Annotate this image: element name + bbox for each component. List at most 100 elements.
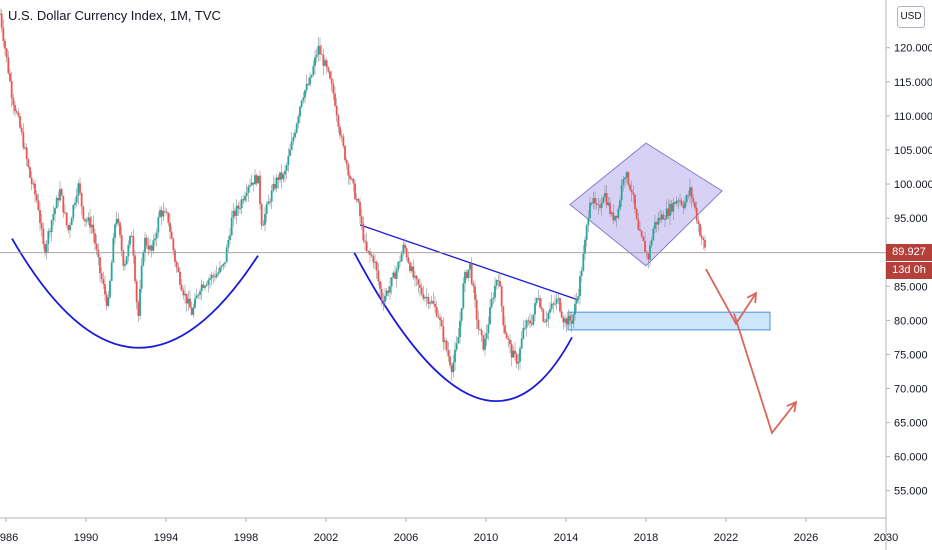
candle-up bbox=[204, 285, 206, 288]
candle-down bbox=[357, 199, 360, 202]
candle-up bbox=[575, 299, 578, 304]
candle-down bbox=[167, 212, 170, 223]
candle-up bbox=[245, 192, 248, 197]
candle-down bbox=[629, 184, 631, 190]
candle-down bbox=[635, 209, 638, 220]
candle-up bbox=[557, 298, 560, 300]
candle-down bbox=[0, 13, 1, 15]
candle-up bbox=[125, 256, 128, 265]
candle-up bbox=[77, 183, 80, 196]
candle-down bbox=[482, 334, 485, 350]
candle-up bbox=[114, 224, 116, 239]
candle-down bbox=[380, 288, 383, 301]
currency-button[interactable]: USD bbox=[897, 6, 925, 28]
candle-down bbox=[97, 249, 100, 258]
candle-down bbox=[350, 178, 353, 180]
forecast-arrow bbox=[733, 313, 797, 435]
candle-up bbox=[469, 263, 471, 270]
candle-up bbox=[197, 294, 200, 296]
candle-up bbox=[270, 190, 273, 202]
candle-down bbox=[137, 302, 140, 316]
candle-down bbox=[527, 320, 530, 322]
candle-up bbox=[549, 309, 551, 313]
candle-down bbox=[165, 211, 168, 213]
candle-down bbox=[135, 281, 138, 303]
candle-down bbox=[442, 326, 445, 343]
candle-down bbox=[507, 338, 510, 340]
candle-down bbox=[419, 284, 421, 288]
price-axis[interactable]: 55.000 60.000 65.000 70.000 75.000 80.000 85.0… bbox=[885, 0, 932, 550]
x-tick-label: 2002 bbox=[314, 532, 338, 544]
candle-up bbox=[295, 123, 298, 133]
candle-down bbox=[644, 240, 646, 252]
candle-down bbox=[590, 202, 593, 204]
candle-up bbox=[317, 45, 320, 55]
candle-up bbox=[574, 303, 576, 315]
candle-up bbox=[235, 205, 238, 216]
candle-up bbox=[300, 100, 303, 107]
candle-up bbox=[210, 275, 213, 279]
y-tick-label: 80.000 bbox=[894, 315, 928, 327]
candle-up bbox=[535, 298, 538, 304]
candle-down bbox=[234, 210, 236, 216]
candle-up bbox=[107, 297, 110, 306]
candle-up bbox=[402, 244, 405, 254]
candle-down bbox=[94, 233, 96, 244]
candle-down bbox=[345, 160, 348, 165]
candle-down bbox=[40, 222, 43, 229]
candle-down bbox=[594, 198, 596, 204]
candle-down bbox=[404, 244, 406, 249]
rounding-bottom-arc bbox=[353, 251, 573, 403]
candle-down bbox=[214, 276, 216, 278]
candle-down bbox=[64, 212, 66, 214]
candle-up bbox=[397, 261, 400, 270]
candle-down bbox=[529, 320, 531, 324]
candle-up bbox=[229, 235, 231, 241]
candle-down bbox=[544, 321, 546, 323]
candle-down bbox=[327, 67, 330, 72]
candle-down bbox=[347, 164, 350, 176]
y-tick-label: 75.000 bbox=[894, 349, 928, 361]
candle-down bbox=[329, 71, 331, 79]
x-tick-label: 2022 bbox=[714, 532, 738, 544]
candle-down bbox=[447, 350, 450, 357]
candle-down bbox=[15, 111, 18, 113]
candle-up bbox=[489, 307, 491, 325]
candle-up bbox=[115, 218, 118, 225]
candle-up bbox=[582, 253, 585, 271]
candle-up bbox=[684, 202, 686, 208]
candle-down bbox=[570, 320, 573, 324]
x-tick-label: 2014 bbox=[554, 532, 578, 544]
candle-up bbox=[227, 240, 230, 248]
x-tick-label: 1994 bbox=[154, 532, 178, 544]
candle-down bbox=[57, 197, 60, 201]
candle-down bbox=[12, 98, 15, 106]
candle-down bbox=[14, 105, 16, 112]
candle-down bbox=[362, 223, 365, 241]
candle-up bbox=[50, 220, 53, 233]
candle-down bbox=[335, 105, 338, 116]
candle-up bbox=[374, 261, 376, 263]
candle-up bbox=[232, 210, 235, 218]
candle-down bbox=[130, 235, 133, 237]
candle-up bbox=[139, 288, 141, 316]
candle-down bbox=[307, 83, 310, 85]
candle-down bbox=[680, 200, 683, 205]
y-tick-label: 70.000 bbox=[894, 384, 928, 396]
candle-up bbox=[285, 165, 288, 171]
candle-up bbox=[424, 297, 426, 299]
candle-down bbox=[212, 275, 215, 277]
candle-down bbox=[39, 209, 41, 223]
candle-down bbox=[120, 234, 123, 251]
x-tick-label: 2006 bbox=[394, 532, 418, 544]
time-axis[interactable]: 1986 1990 1994 1998 2002 2006 2010 2014 2018 2022… bbox=[0, 517, 898, 544]
candle-down bbox=[259, 175, 261, 205]
candle-down bbox=[174, 250, 176, 262]
candle-up bbox=[567, 315, 570, 325]
candle-down bbox=[175, 261, 178, 268]
candle-up bbox=[444, 340, 446, 343]
candle-down bbox=[145, 237, 148, 246]
candle-down bbox=[427, 296, 430, 304]
candle-down bbox=[612, 212, 615, 221]
